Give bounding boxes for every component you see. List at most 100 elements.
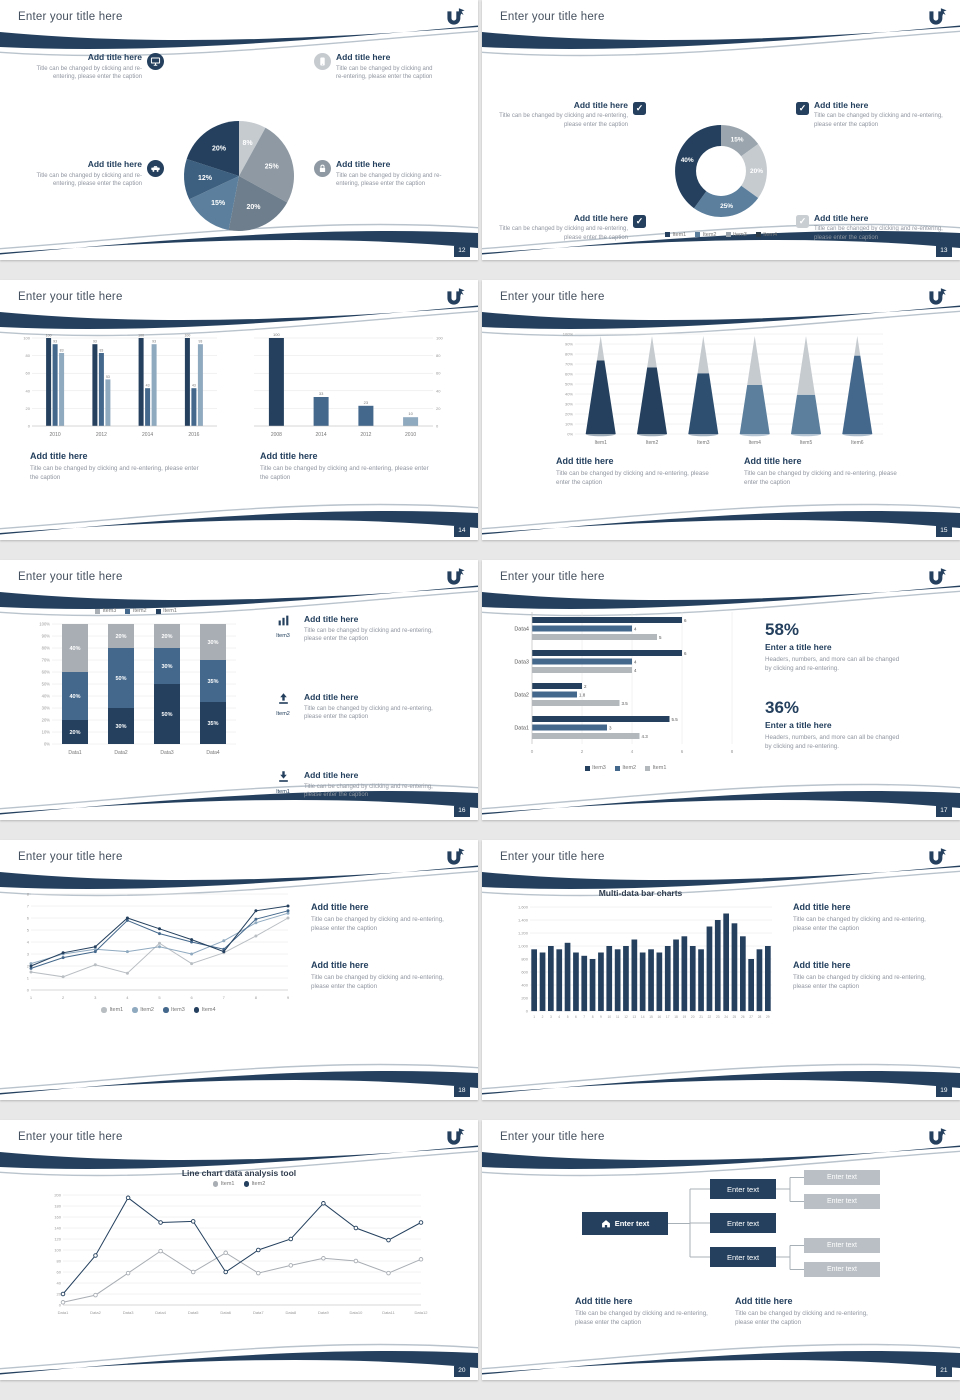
svg-text:10: 10	[607, 1015, 611, 1019]
svg-text:70%: 70%	[565, 362, 573, 367]
legend-item: Item3	[584, 765, 606, 771]
brand-logo-icon	[447, 288, 465, 305]
callout-column-right: Add title here Title can be changed by c…	[314, 48, 462, 260]
legend-item: Item1	[645, 765, 666, 771]
svg-text:Data3: Data3	[514, 660, 529, 666]
slide-flow-diagram[interactable]: Enter your title here Enter text Enter t…	[482, 1120, 960, 1380]
section-caption: Title can be changed by clicking and re-…	[260, 465, 429, 482]
svg-text:Data3: Data3	[160, 750, 174, 756]
svg-text:12%: 12%	[198, 175, 213, 182]
slide-title: Enter your title here	[500, 851, 605, 863]
svg-text:2: 2	[541, 1015, 543, 1019]
svg-text:0: 0	[525, 1009, 528, 1014]
slide-multi-bar[interactable]: Enter your title here Multi-data bar cha…	[482, 840, 960, 1100]
svg-text:120: 120	[54, 1237, 61, 1242]
slide-title: Enter your title here	[500, 291, 605, 303]
bar-chart-icon	[277, 614, 290, 632]
slide-hbar-stats[interactable]: Enter your title here 0 2 4 6 8 Data4 6 4 5 Data3…	[482, 560, 960, 820]
svg-text:5: 5	[27, 928, 30, 933]
svg-text:13: 13	[632, 1015, 636, 1019]
callout-caption: Title can be changed by clicking and re-…	[499, 226, 628, 241]
donut-chart: 15% 20% 25% 40%	[661, 119, 781, 228]
svg-text:20: 20	[26, 406, 31, 411]
flow-box-label: Enter text	[614, 1219, 650, 1228]
icon-callout: Item1 Add title here Title can be change…	[270, 770, 462, 800]
callout: Add title here Title can be changed by c…	[16, 52, 164, 82]
flow-mid-box: Enter text	[710, 1247, 776, 1267]
legend-item: Item2	[125, 608, 147, 614]
svg-text:1,200: 1,200	[517, 931, 528, 936]
svg-text:50%: 50%	[161, 712, 172, 718]
svg-text:90%: 90%	[42, 634, 51, 639]
svg-text:4: 4	[634, 668, 637, 673]
page-number: 21	[935, 1365, 952, 1377]
grouped-bar-chart: 0 20 40 60 80 100 100 93 83 2010 93 83 53 2012 100 43 93…	[16, 328, 232, 445]
download-icon	[277, 770, 290, 788]
svg-text:4: 4	[558, 1015, 560, 1019]
section-caption: Title can be changed by clicking and re-…	[793, 916, 926, 933]
icon-callout: Item2 Add title here Title can be change…	[270, 692, 462, 722]
callout-title: Add title here	[573, 99, 628, 110]
section-caption: Title can be changed by clicking and re-…	[30, 465, 199, 482]
svg-text:40: 40	[57, 1281, 62, 1286]
svg-text:15: 15	[649, 1015, 653, 1019]
legend-item: Item3	[725, 232, 747, 238]
bar-chart: 0 20 40 60 80 100 100 2008 33 2014 23 2012 10 2010	[246, 328, 462, 445]
svg-text:Data5: Data5	[188, 1310, 199, 1315]
legend-item: Item4	[755, 232, 777, 238]
svg-text:0: 0	[436, 424, 439, 429]
svg-text:40: 40	[26, 388, 31, 393]
chart-legend: Item1 Item2 Item3 Item4	[101, 1007, 216, 1013]
svg-text:1,600: 1,600	[517, 905, 528, 910]
section: Add title here Title can be changed by c…	[311, 902, 462, 934]
section-caption: Title can be changed by clicking and re-…	[744, 470, 897, 487]
brand-logo-icon	[447, 568, 465, 585]
callout-column-left: Add title here Title can be changed by c…	[16, 48, 164, 260]
svg-text:100: 100	[54, 1248, 61, 1253]
slide-donut-infographic[interactable]: Enter your title here Add title here Tit…	[482, 0, 960, 260]
svg-text:4: 4	[634, 659, 637, 664]
svg-text:6: 6	[575, 1015, 577, 1019]
legend-item: Item4	[193, 1007, 216, 1013]
chart-title: Line chart data analysis tool	[181, 1168, 297, 1178]
svg-text:21: 21	[699, 1015, 703, 1019]
section: Add title here Title can be changed by c…	[793, 960, 944, 992]
svg-text:Data1: Data1	[68, 750, 82, 756]
legend-item: Item3	[95, 608, 116, 614]
multi-bar-chart: 0 200 400 600 800 1,000 1,200 1,400 1,600 1 2 3 4 5 6 7…	[508, 901, 774, 1026]
slide-pie-infographic[interactable]: Enter your title here Add title here Tit…	[0, 0, 478, 260]
svg-text:20%: 20%	[750, 168, 763, 175]
slide-title: Enter your title here	[18, 11, 123, 23]
slide-bar-charts-duo[interactable]: Enter your title here 0 20 40 60 80 100 100 93 8…	[0, 280, 478, 540]
slide-line-tool[interactable]: Enter your title here Line chart data an…	[0, 1120, 478, 1380]
svg-text:20: 20	[436, 406, 441, 411]
section-title: Add title here	[30, 451, 88, 461]
svg-text:35%: 35%	[207, 679, 218, 685]
section-title: Add title here	[311, 902, 369, 912]
svg-text:6: 6	[684, 651, 687, 656]
callout-title: Add title here	[336, 159, 391, 170]
svg-text:Data2: Data2	[114, 750, 128, 756]
page-number: 15	[935, 525, 952, 537]
callout-title: Add title here	[87, 52, 142, 62]
svg-text:43: 43	[146, 384, 150, 388]
svg-text:3: 3	[609, 725, 612, 730]
svg-text:11: 11	[615, 1015, 619, 1019]
section-caption: Title can be changed by clicking and re-…	[735, 1310, 868, 1327]
svg-text:Item1: Item1	[594, 440, 607, 446]
svg-text:100: 100	[184, 334, 190, 338]
svg-text:100%: 100%	[39, 622, 50, 627]
slide-stacked-bar[interactable]: Enter your title here Item3 Item2 Item1 …	[0, 560, 478, 820]
section-title: Add title here	[311, 959, 369, 970]
svg-text:40%: 40%	[42, 694, 51, 699]
svg-text:5: 5	[659, 635, 662, 640]
svg-text:35%: 35%	[207, 721, 218, 727]
flow-leaf-box: Enter text	[804, 1262, 880, 1277]
svg-text:1.8: 1.8	[579, 692, 586, 697]
svg-text:200: 200	[521, 996, 528, 1001]
svg-text:2: 2	[27, 964, 30, 969]
slide-cone-chart[interactable]: Enter your title here 0% 10% 20% 30% 40% 50% 6…	[482, 280, 960, 540]
